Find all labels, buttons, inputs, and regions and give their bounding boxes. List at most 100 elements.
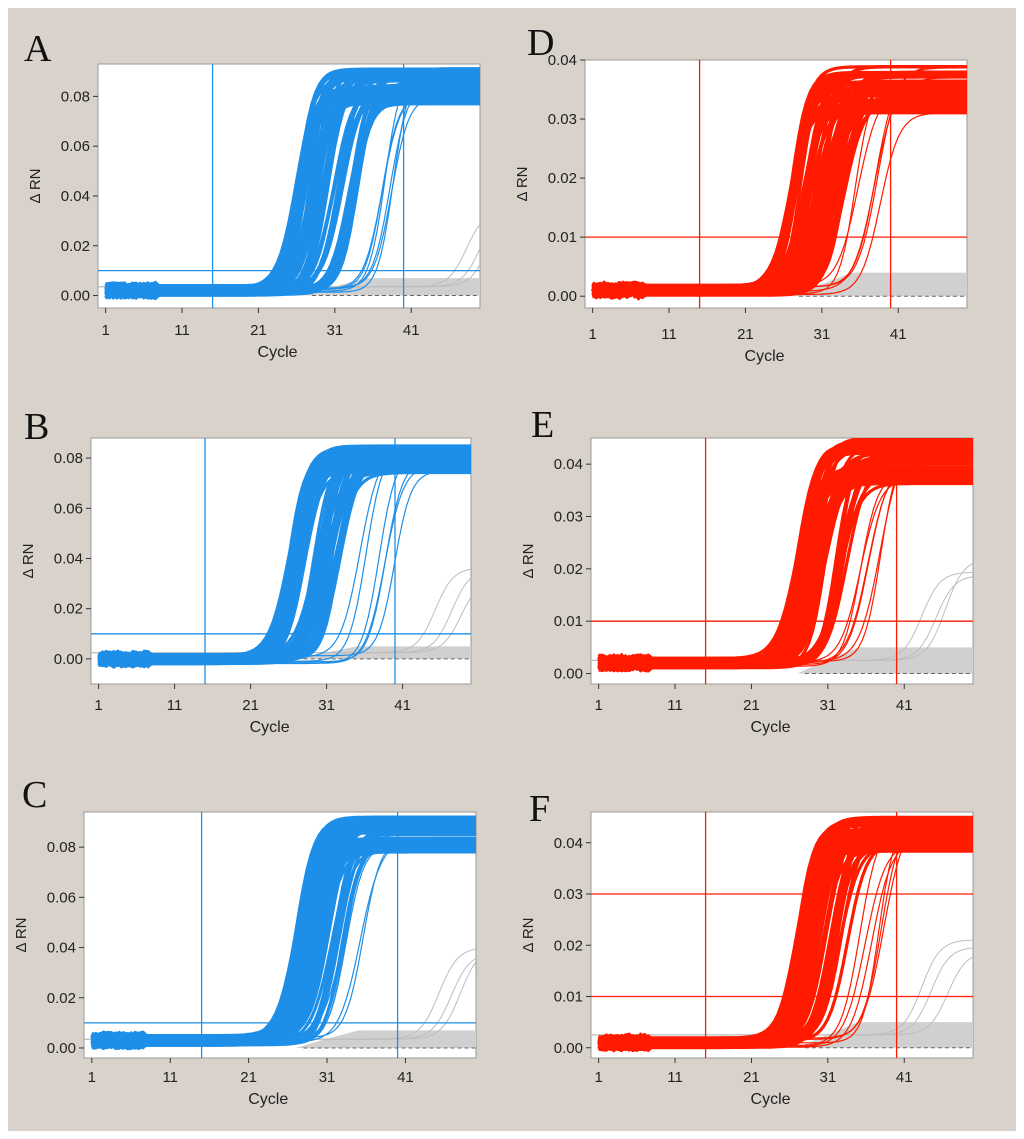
panel-b: B 0.00 0.02 0.04 0.06 0.08 1 11 21 31 41 Cycle Δ RN (8, 380, 513, 752)
x-tick-label: 11 (661, 326, 677, 343)
amplification-curve (97, 470, 471, 668)
y-tick-label: 0.01 (548, 229, 577, 246)
y-axis-label: Δ RN (27, 168, 44, 203)
y-tick-label: 0.04 (54, 550, 83, 567)
y-axis-label: Δ RN (20, 543, 37, 578)
panel-a: A 0.00 0.02 0.04 0.06 0.08 1 11 21 31 41 Cycle Δ RN (8, 8, 513, 380)
y-tick-label: 0.00 (548, 288, 577, 305)
x-tick-label: 41 (890, 326, 907, 343)
amplification-curve (90, 815, 476, 1048)
x-tick-label: 21 (737, 326, 754, 343)
panel-letter-d: D (527, 22, 555, 64)
plot-content (591, 438, 973, 684)
panel-letter-a: A (24, 28, 52, 70)
y-tick-label: 0.06 (47, 889, 76, 906)
amplification-curve (598, 825, 973, 1047)
x-tick-label: 11 (167, 697, 183, 714)
x-tick-label: 41 (397, 1069, 414, 1086)
x-tick-label: 11 (667, 697, 683, 714)
y-tick-label: 0.03 (554, 886, 583, 903)
y-tick-label: 0.02 (61, 238, 90, 255)
x-tick-label: 41 (896, 1069, 913, 1086)
amplification-curve (597, 455, 973, 672)
x-axis-label: Cycle (745, 348, 785, 365)
y-tick-label: 0.04 (554, 456, 583, 473)
x-tick-label: 41 (896, 697, 913, 714)
x-tick-label: 21 (743, 1069, 760, 1086)
y-axis-label: Δ RN (520, 543, 537, 578)
y-tick-label: 0.04 (548, 52, 577, 69)
y-tick-label: 0.01 (554, 613, 583, 630)
x-axis-label: Cycle (250, 719, 290, 736)
x-tick-label: 41 (394, 697, 411, 714)
y-tick-label: 0.02 (554, 561, 583, 578)
x-axis-label: Cycle (258, 344, 298, 361)
amplification-curve (91, 829, 476, 1045)
y-tick-label: 0.00 (54, 651, 83, 668)
y-tick-label: 0.03 (554, 509, 583, 526)
plot-content (98, 64, 480, 308)
panel-c: C 0.00 0.02 0.04 0.06 0.08 1 11 21 31 41 Cycle Δ RN (8, 752, 513, 1131)
x-tick-label: 21 (743, 697, 760, 714)
x-tick-label: 31 (319, 1069, 336, 1086)
amplification-curve (597, 479, 973, 670)
amplification-curve (592, 89, 967, 294)
y-tick-label: 0.02 (548, 170, 577, 187)
plot-content (84, 812, 476, 1058)
x-tick-label: 11 (162, 1069, 178, 1086)
amplification-curve (104, 87, 480, 291)
x-tick-label: 11 (667, 1069, 683, 1086)
x-tick-label: 1 (594, 697, 602, 714)
x-tick-label: 11 (174, 322, 190, 339)
y-tick-label: 0.08 (54, 450, 83, 467)
y-tick-label: 0.00 (61, 288, 90, 305)
panel-e: E 0.00 0.01 0.02 0.03 0.04 1 11 21 31 41 Cycle Δ RN (513, 380, 1016, 752)
y-tick-label: 0.00 (47, 1040, 76, 1057)
y-axis-label: Δ RN (514, 166, 531, 201)
panel-f: F 0.00 0.01 0.02 0.03 0.04 1 11 21 31 41 Cycle Δ RN (513, 752, 1016, 1131)
plot-content (591, 812, 973, 1058)
background-wells-band (791, 272, 967, 297)
x-tick-label: 1 (94, 697, 102, 714)
amplification-curve (598, 820, 973, 1050)
y-tick-label: 0.04 (47, 940, 76, 957)
panel-letter-b: B (24, 406, 50, 448)
x-axis-label: Cycle (751, 719, 791, 736)
y-tick-label: 0.00 (554, 666, 583, 683)
x-tick-label: 31 (318, 697, 335, 714)
x-tick-label: 21 (242, 697, 259, 714)
plot-content (91, 438, 471, 684)
y-tick-label: 0.08 (47, 839, 76, 856)
y-tick-label: 0.02 (47, 990, 76, 1007)
x-tick-label: 31 (819, 697, 836, 714)
x-tick-label: 21 (240, 1069, 257, 1086)
y-tick-label: 0.02 (54, 601, 83, 618)
x-tick-label: 1 (101, 322, 109, 339)
y-tick-label: 0.02 (554, 937, 583, 954)
amplification-curve (104, 83, 480, 294)
x-tick-label: 1 (88, 1069, 96, 1086)
y-tick-label: 0.04 (61, 188, 90, 205)
y-axis-label: Δ RN (13, 917, 30, 952)
plot-content (585, 60, 967, 308)
y-tick-label: 0.01 (554, 989, 583, 1006)
x-tick-label: 21 (250, 322, 267, 339)
y-tick-label: 0.08 (61, 88, 90, 105)
x-tick-label: 1 (588, 326, 596, 343)
x-tick-label: 31 (813, 326, 830, 343)
y-tick-label: 0.06 (61, 138, 90, 155)
panel-letter-f: F (529, 788, 551, 830)
amplification-curve (591, 65, 967, 291)
y-tick-label: 0.00 (554, 1040, 583, 1057)
amplification-curve (597, 468, 973, 664)
amplification-curve (591, 94, 967, 300)
x-axis-label: Cycle (751, 1091, 791, 1108)
panel-d: D 0.00 0.01 0.02 0.03 0.04 1 11 21 31 41 Cycle Δ RN (513, 8, 1016, 380)
